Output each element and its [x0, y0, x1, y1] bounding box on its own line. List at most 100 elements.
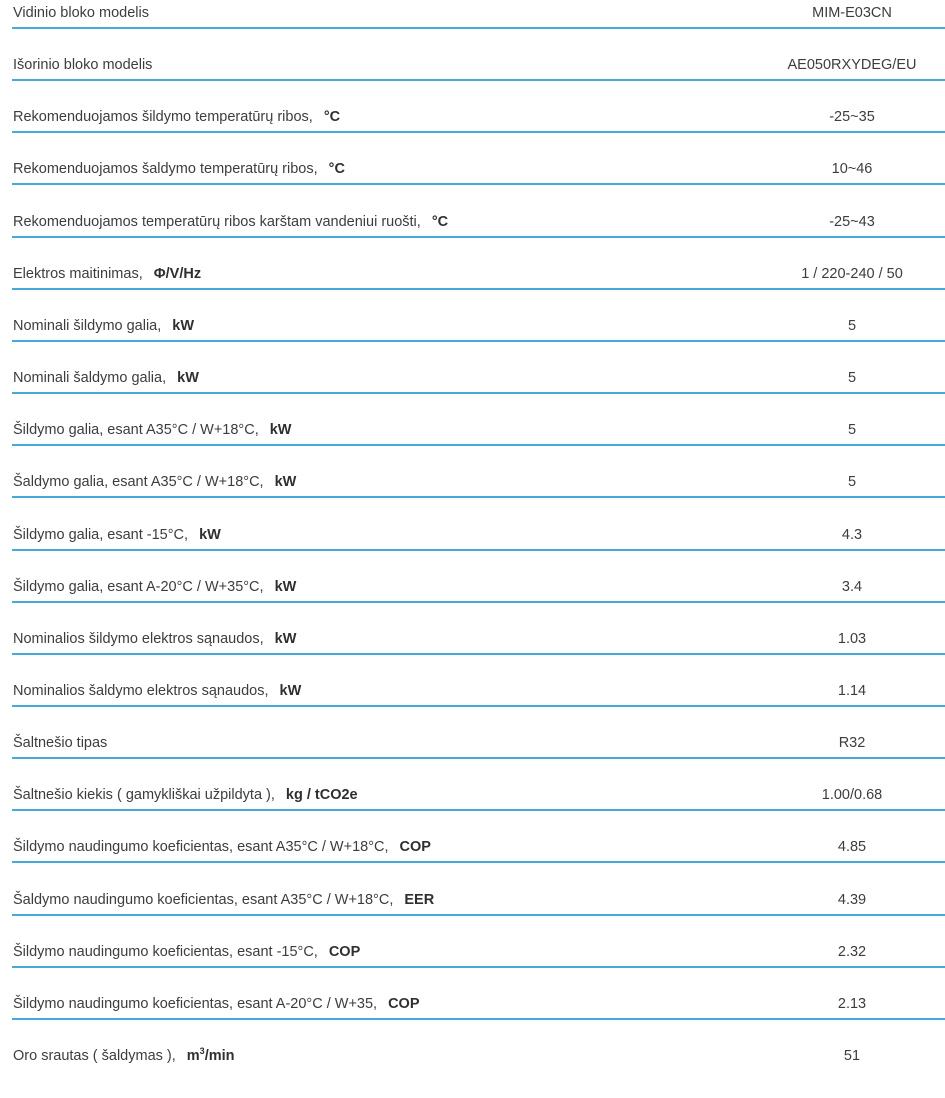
row-divider — [12, 287, 945, 290]
spec-value: 4.85 — [837, 839, 867, 856]
spec-label-text: Nominalios šaldymo elektros sąnaudos, — [13, 682, 269, 699]
spec-unit: m3/min — [186, 1047, 235, 1065]
spec-row: Šaldymo naudingumo koeficientas, esant A… — [12, 890, 945, 942]
spec-value: 10~46 — [831, 161, 873, 178]
spec-unit-text: Φ/V/Hz — [153, 265, 202, 282]
spec-label-text: Elektros maitinimas, — [13, 265, 143, 282]
spec-label-text: Šildymo galia, esant A-20°C / W+35°C, — [13, 578, 264, 595]
spec-value: 1.00/0.68 — [821, 787, 883, 804]
spec-value: 1.03 — [837, 630, 867, 647]
spec-label-text: Šildymo naudingumo koeficientas, esant -… — [13, 943, 318, 960]
row-divider — [12, 861, 945, 864]
row-divider — [12, 444, 945, 447]
spec-value: 2.32 — [837, 943, 867, 960]
spec-unit-text: m — [186, 1048, 200, 1064]
spec-row: Šaltnešio kiekis ( gamykliškai užpildyta… — [12, 785, 945, 837]
spec-unit: kW — [275, 631, 297, 647]
spec-label-text: Nominali šaldymo galia, — [13, 370, 167, 387]
spec-table: Vidinio bloko modelis MIM-E03CN Išorinio b… — [12, 3, 945, 1066]
spec-value: -25~35 — [829, 109, 875, 126]
spec-label: Šildymo naudingumo koeficientas, esant -… — [13, 942, 360, 962]
row-divider — [12, 652, 945, 655]
spec-row: Nominalios šildymo elektros sąnaudos, kW 1… — [12, 629, 945, 681]
spec-label-text: Nominalios šildymo elektros sąnaudos, — [13, 630, 264, 647]
spec-label-text: Šildymo galia, esant -15°C, — [13, 526, 189, 543]
spec-unit-text: °C — [328, 161, 345, 178]
spec-value: 4.39 — [837, 891, 867, 908]
row-divider — [12, 27, 945, 29]
spec-unit-text: kW — [269, 422, 292, 439]
spec-label-text: Šaltnešio tipas — [13, 735, 108, 752]
spec-unit: COP — [388, 996, 419, 1012]
spec-row: Rekomenduojamos temperatūrų ribos karšta… — [12, 212, 945, 264]
spec-label: Šaldymo naudingumo koeficientas, esant A… — [13, 890, 434, 910]
spec-value: -25~43 — [829, 213, 875, 230]
spec-unit: COP — [329, 944, 360, 960]
spec-row: Elektros maitinimas, Φ/V/Hz 1 / 220-240 / … — [12, 264, 945, 316]
spec-label-text: Šaldymo naudingumo koeficientas, esant A… — [13, 891, 394, 908]
spec-label: Išorinio bloko modelis — [13, 55, 152, 75]
spec-row: Rekomenduojamos šildymo temperatūrų ribo… — [12, 107, 945, 159]
spec-row: Šildymo galia, esant A35°C / W+18°C, kW 5 — [12, 420, 945, 472]
spec-value: 3.4 — [841, 578, 863, 595]
spec-value: 5 — [847, 422, 857, 439]
spec-label-text: Išorinio bloko modelis — [13, 57, 153, 74]
row-divider — [12, 79, 945, 82]
spec-unit: °C — [432, 214, 448, 230]
spec-value: 1 / 220-240 / 50 — [801, 265, 903, 282]
spec-label: Šaldymo galia, esant A35°C / W+18°C, kW — [13, 472, 296, 492]
spec-unit: kW — [270, 422, 292, 438]
spec-unit-text: kg / tCO2e — [285, 787, 358, 804]
spec-unit: kg / tCO2e — [286, 787, 358, 803]
spec-label: Šaltnešio kiekis ( gamykliškai užpildyta… — [13, 785, 358, 805]
spec-row: Nominalios šaldymo elektros sąnaudos, kW 1… — [12, 681, 945, 733]
spec-unit-text: °C — [431, 213, 449, 230]
spec-unit-text: COP — [328, 943, 361, 960]
spec-row: Išorinio bloko modelis AE050RXYDEG/EU — [12, 55, 945, 107]
spec-unit-text: °C — [323, 109, 341, 126]
spec-unit: kW — [199, 527, 221, 543]
spec-row: Šildymo galia, esant -15°C, kW 4.3 — [12, 525, 945, 577]
spec-unit-text: COP — [388, 995, 420, 1012]
spec-label: Rekomenduojamos temperatūrų ribos karšta… — [13, 212, 448, 232]
spec-unit-text: kW — [274, 578, 297, 595]
spec-label-text: Šaltnešio kiekis ( gamykliškai užpildyta… — [13, 787, 275, 804]
row-divider — [12, 392, 945, 395]
spec-label: Nominali šaldymo galia, kW — [13, 368, 199, 388]
spec-label: Nominalios šaldymo elektros sąnaudos, kW — [13, 681, 301, 701]
spec-unit-suffix: /min — [204, 1048, 235, 1064]
spec-row: Vidinio bloko modelis MIM-E03CN — [12, 3, 945, 55]
row-divider — [12, 704, 945, 707]
spec-value: 1.14 — [837, 682, 867, 699]
row-divider — [12, 131, 945, 134]
spec-unit-text: kW — [274, 630, 297, 647]
spec-row: Šaltnešio tipas R32 — [12, 733, 945, 785]
spec-label: Nominali šildymo galia, kW — [13, 316, 194, 336]
spec-unit-text: kW — [274, 474, 297, 491]
spec-row: Šildymo galia, esant A-20°C / W+35°C, kW 3… — [12, 577, 945, 629]
spec-row: Nominali šildymo galia, kW 5 — [12, 316, 945, 368]
spec-label-text: Šildymo naudingumo koeficientas, esant A… — [13, 995, 378, 1012]
spec-label: Rekomenduojamos šildymo temperatūrų ribo… — [13, 107, 340, 127]
spec-row: Šaldymo galia, esant A35°C / W+18°C, kW 5 — [12, 472, 945, 524]
spec-label-text: Rekomenduojamos temperatūrų ribos karšta… — [13, 213, 421, 230]
spec-unit: kW — [275, 579, 297, 595]
spec-label: Šildymo galia, esant A-20°C / W+35°C, kW — [13, 577, 296, 597]
spec-unit-text: kW — [177, 370, 199, 387]
spec-label: Šaltnešio tipas — [13, 733, 107, 753]
spec-row: Šildymo naudingumo koeficientas, esant -… — [12, 942, 945, 994]
row-divider — [12, 757, 945, 760]
spec-unit-text: kW — [172, 317, 195, 334]
spec-label-text: Šaldymo galia, esant A35°C / W+18°C, — [13, 474, 264, 491]
spec-unit: COP — [400, 839, 431, 855]
spec-label: Nominalios šildymo elektros sąnaudos, kW — [13, 629, 296, 649]
spec-label: Šildymo naudingumo koeficientas, esant A… — [13, 994, 420, 1014]
spec-value: AE050RXYDEG/EU — [787, 57, 917, 74]
spec-label: Elektros maitinimas, Φ/V/Hz — [13, 264, 201, 284]
spec-label: Oro srautas ( šaldymas ), m3/min — [13, 1046, 235, 1066]
spec-unit: kW — [275, 474, 297, 490]
row-divider — [12, 913, 945, 916]
spec-unit: °C — [329, 161, 345, 177]
spec-label-text: Rekomenduojamos šaldymo temperatūrų ribo… — [13, 161, 318, 178]
row-divider — [12, 809, 945, 812]
